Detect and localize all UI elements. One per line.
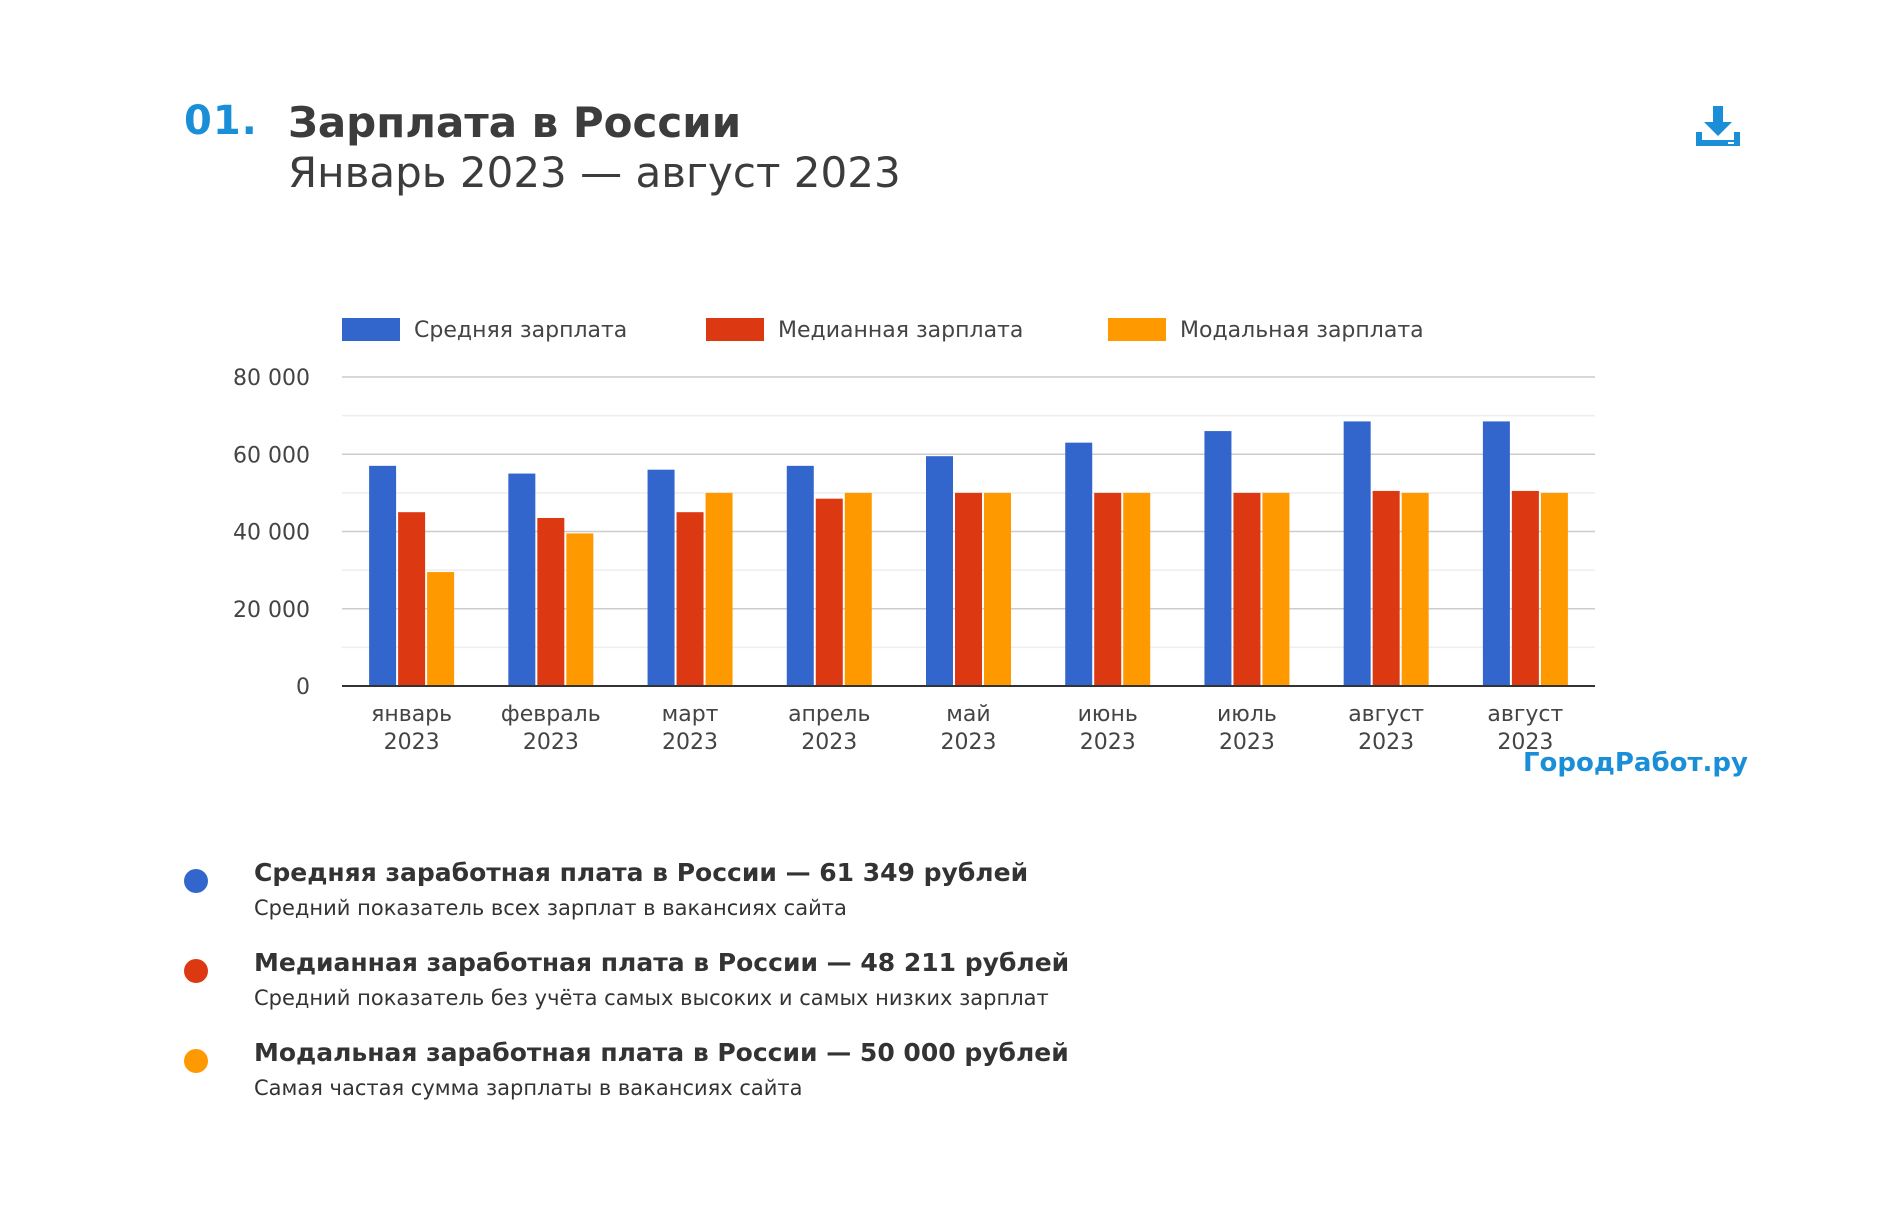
bar [815,498,843,686]
watermark: ГородРабот.ру [1523,748,1748,778]
salary-chart: 0 20 000 40 000 60 000 80 000 январь 2023 февра… [233,318,1748,778]
x-tick-label: апрель [788,702,870,727]
legend-label: Модальная зарплата [1180,318,1424,343]
legend-label: Средняя зарплата [414,318,627,343]
x-tick-label: 2023 [523,730,579,755]
x-tick-label: август [1348,702,1424,727]
bar [1204,431,1232,686]
bar [844,492,872,686]
summary-item-median: Медианная заработная плата в России — 48… [184,948,1384,1018]
legend-label: Медианная зарплата [778,318,1023,343]
summary-item-mode: Модальная заработная плата в России — 50… [184,1038,1384,1108]
x-tick-label: январь [371,702,452,727]
x-tick-label: август [1487,702,1563,727]
bar [1372,490,1400,686]
y-tick-label: 40 000 [233,521,310,546]
x-tick-label: 2023 [384,730,440,755]
x-tick-label: 2023 [941,730,997,755]
bar [508,473,536,686]
legend-swatch [342,318,400,341]
bar [984,492,1011,686]
x-tick-label: 2023 [1497,730,1553,755]
bar [705,492,733,686]
x-tick-label: 2023 [1080,730,1136,755]
mean-dot [184,869,208,893]
x-tick-label: март [662,702,719,727]
summary-desc: Самая частая сумма зарплаты в вакансиях … [254,1076,803,1100]
x-tick-label: 2023 [662,730,718,755]
x-tick-label: июль [1217,702,1277,727]
bar [1482,421,1510,686]
bar [676,512,704,686]
bar [1540,492,1568,686]
summary-title: Средняя заработная плата в России — 61 3… [254,858,1029,887]
bar [647,469,675,686]
bar [1123,492,1151,686]
bar [398,512,426,686]
legend-swatch [706,318,764,341]
summary-desc: Средний показатель без учёта самых высок… [254,986,1049,1010]
y-tick-label: 20 000 [233,598,310,623]
bar [1401,492,1429,686]
section-number: 01. [184,98,258,144]
y-tick-label: 60 000 [233,443,310,468]
page-subtitle: Январь 2023 — август 2023 [288,148,901,197]
y-tick-label: 0 [296,675,310,700]
bar [926,456,953,686]
x-tick-label: май [946,702,990,727]
bar [566,533,594,686]
bar [1233,492,1261,686]
download-button[interactable] [1692,102,1744,154]
page-title: Зарплата в России [288,98,742,147]
bar [1065,442,1093,686]
x-tick-label: июнь [1078,702,1138,727]
bar [369,465,397,686]
bar [1343,421,1371,686]
summary-title: Медианная заработная плата в России — 48… [254,948,1070,977]
x-tick-label: 2023 [801,730,857,755]
download-icon [1696,106,1740,146]
x-tick-label: 2023 [1219,730,1275,755]
bar [1094,492,1122,686]
y-tick-label: 80 000 [233,366,310,391]
summary-desc: Средний показатель всех зарплат в ваканс… [254,896,847,920]
summary-item-mean: Средняя заработная плата в России — 61 3… [184,858,1384,928]
summary-title: Модальная заработная плата в России — 50… [254,1038,1069,1067]
bar [427,572,455,686]
legend-swatch [1108,318,1166,341]
x-tick-label: февраль [501,702,601,727]
median-dot [184,959,208,983]
mode-dot [184,1049,208,1073]
bar [955,492,982,686]
x-tick-label: 2023 [1358,730,1414,755]
bar [537,517,565,686]
bar [1262,492,1290,686]
bar [786,465,814,686]
bar [1511,490,1539,686]
